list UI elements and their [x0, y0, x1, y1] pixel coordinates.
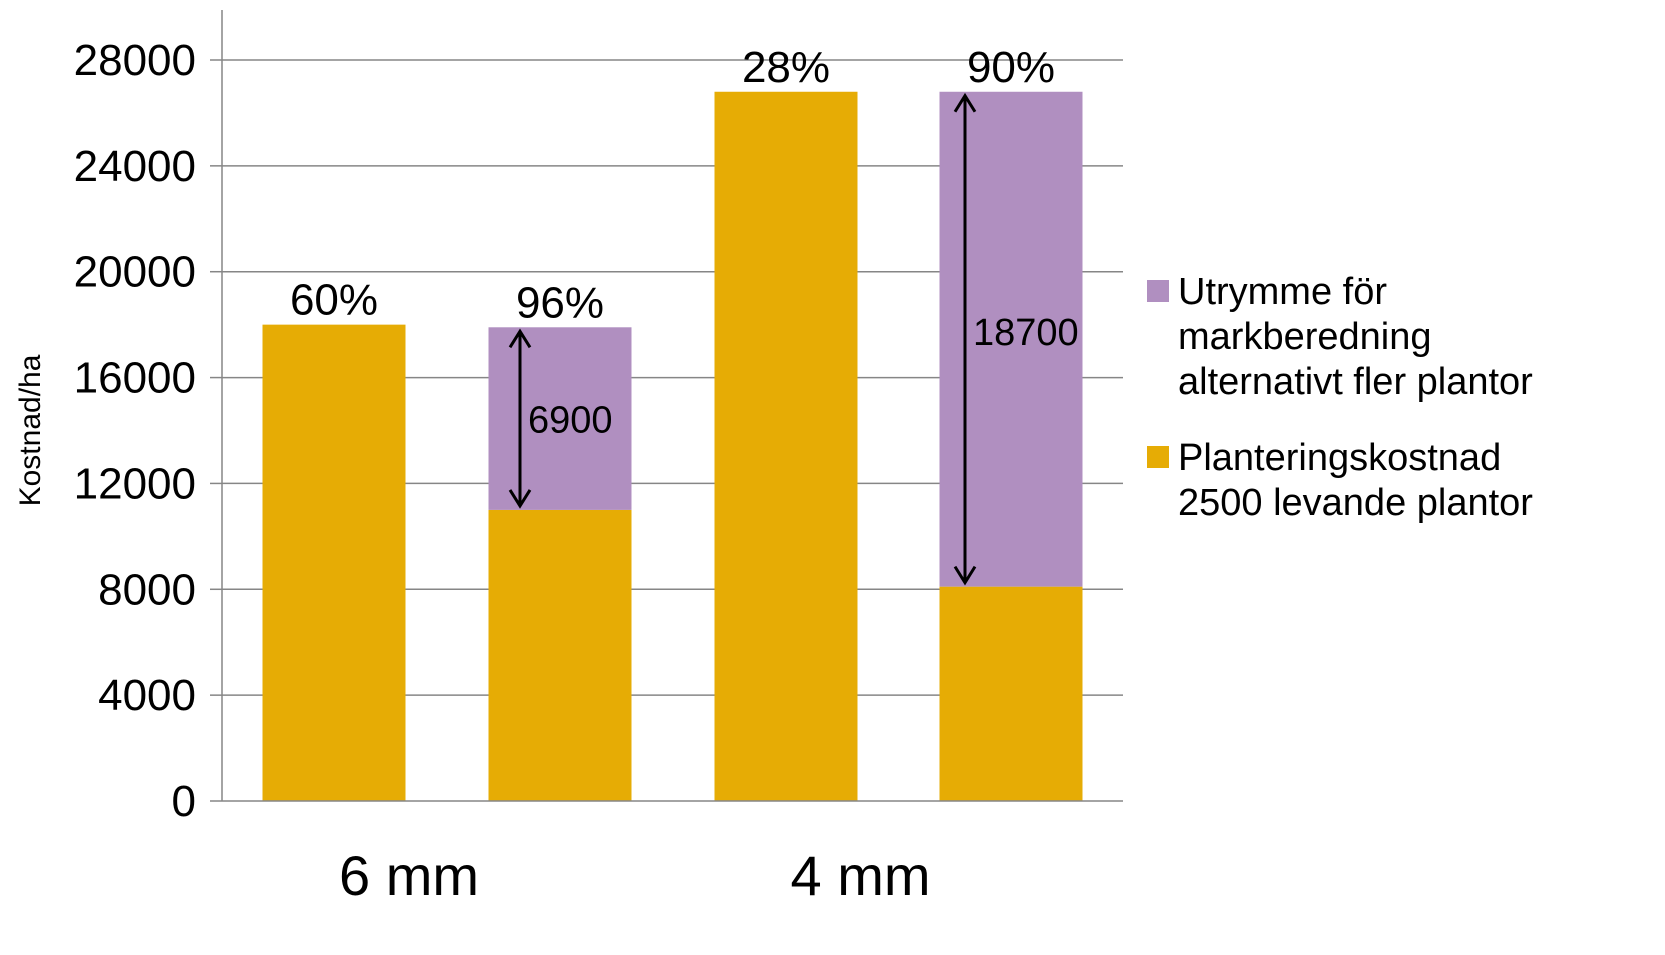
bar-percent-label: 96%: [516, 278, 604, 327]
segment-annotations: 6900 18700: [508, 92, 1079, 586]
annotation-value-label: 18700: [973, 312, 1079, 354]
y-tick-label: 28000: [74, 36, 196, 85]
bar-percent-label: 90%: [967, 43, 1055, 92]
y-tick-label: 12000: [74, 459, 196, 508]
legend-label: alternativt fler plantor: [1178, 361, 1533, 403]
y-axis-ticks: 0 4000 8000 12000 16000 20000 24000 28000: [74, 36, 222, 826]
bar-segment-utrymme: [488, 327, 632, 510]
x-group-label: 4 mm: [791, 844, 931, 907]
y-tick-label: 24000: [74, 142, 196, 191]
bar-segment-planteringskostnad: [488, 509, 632, 801]
y-tick-label: 8000: [98, 565, 196, 614]
legend-label: 2500 levande plantor: [1178, 482, 1533, 524]
legend-swatch: [1147, 280, 1169, 302]
arrow-head-up: [953, 92, 977, 113]
x-group-label: 6 mm: [339, 844, 479, 907]
y-tick-label: 20000: [74, 248, 196, 297]
y-tick-label: 16000: [74, 354, 196, 403]
bar-percent-label: 60%: [290, 276, 378, 325]
bar-segment-utrymme: [939, 91, 1083, 587]
legend-label: markberedning: [1178, 316, 1431, 358]
arrow-head-down: [953, 565, 977, 586]
bar-segment-planteringskostnad: [262, 324, 406, 801]
legend-label: Utrymme för: [1178, 271, 1387, 313]
legend-swatch: [1147, 446, 1169, 468]
y-tick-label: 0: [172, 777, 196, 826]
legend-label: Planteringskostnad: [1178, 437, 1501, 479]
bar-segment-planteringskostnad: [714, 91, 858, 801]
bar-percent-label: 28%: [742, 43, 830, 92]
arrow-head-up: [508, 328, 532, 349]
group-labels: 6 mm 4 mm: [339, 844, 931, 907]
arrow-head-down: [508, 489, 532, 509]
y-tick-label: 4000: [98, 671, 196, 720]
y-axis-label: Kostnad/ha: [14, 354, 47, 506]
bar-segment-planteringskostnad: [939, 586, 1083, 801]
bars: 60% 96% 28% 90%: [262, 43, 1083, 801]
annotation-value-label: 6900: [528, 400, 613, 442]
